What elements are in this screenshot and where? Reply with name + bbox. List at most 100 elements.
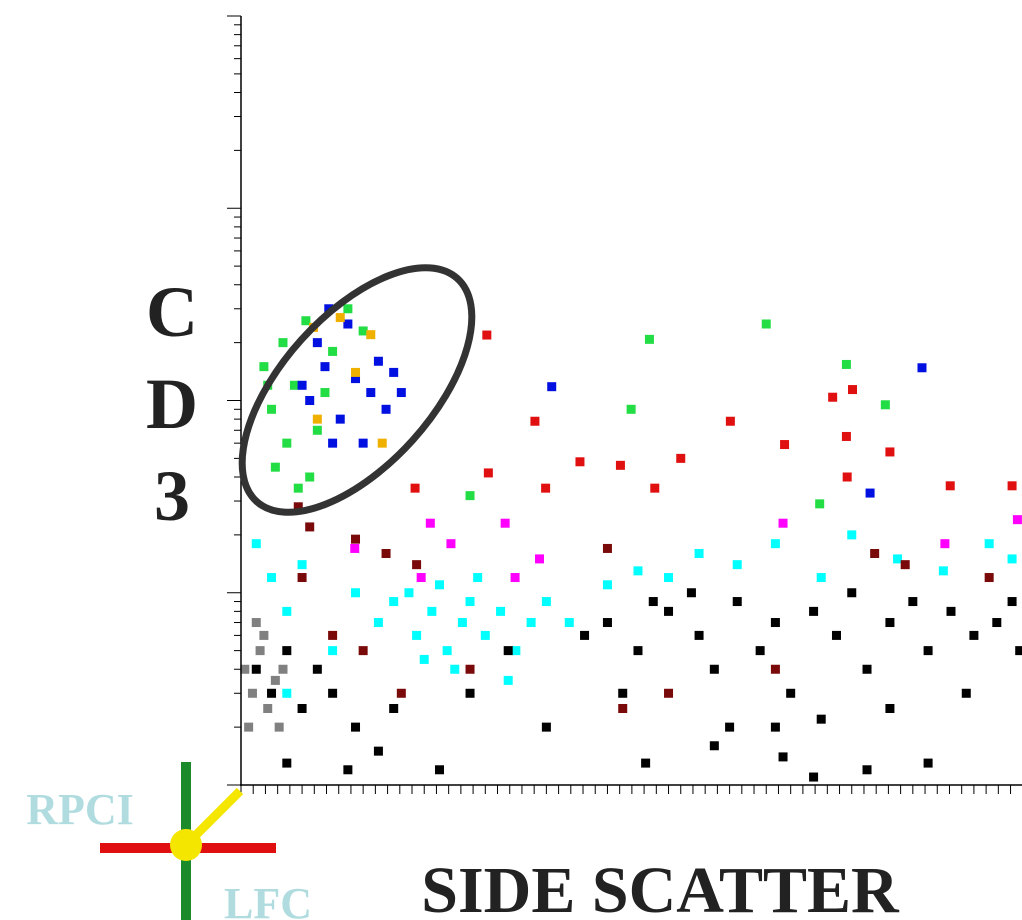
point	[725, 416, 735, 426]
point	[732, 560, 742, 570]
point	[880, 400, 890, 410]
point	[770, 722, 780, 732]
point	[755, 646, 765, 656]
point	[650, 483, 660, 493]
point	[633, 646, 643, 656]
point	[530, 416, 540, 426]
point	[465, 664, 475, 674]
point	[893, 554, 903, 564]
point	[1007, 481, 1017, 491]
point	[297, 560, 307, 570]
point	[259, 362, 269, 372]
point	[618, 703, 628, 713]
point	[328, 646, 338, 656]
point	[312, 338, 322, 348]
point	[575, 457, 585, 467]
point	[535, 554, 545, 564]
point	[343, 319, 353, 329]
ticks	[227, 15, 1012, 794]
point	[862, 664, 872, 674]
point	[350, 543, 360, 553]
point	[282, 688, 292, 698]
point	[694, 630, 704, 640]
point	[320, 362, 330, 372]
point	[373, 356, 383, 366]
point	[373, 746, 383, 756]
point	[503, 675, 513, 685]
point	[358, 326, 368, 336]
point	[865, 488, 875, 498]
point	[917, 363, 927, 373]
point	[366, 388, 376, 398]
point	[770, 664, 780, 674]
point	[885, 447, 895, 457]
point	[694, 549, 704, 559]
point	[809, 772, 819, 782]
point	[900, 560, 910, 570]
point	[412, 630, 422, 640]
point	[725, 722, 735, 732]
point	[434, 765, 444, 775]
point	[427, 606, 437, 616]
point	[328, 688, 338, 698]
point	[396, 688, 406, 698]
point	[618, 688, 628, 698]
point	[847, 530, 857, 540]
point	[633, 566, 643, 576]
point	[664, 688, 674, 698]
point	[945, 481, 955, 491]
point	[786, 688, 796, 698]
point	[351, 588, 361, 598]
point	[940, 539, 950, 549]
point	[425, 518, 435, 528]
point	[602, 618, 612, 628]
logo-dot	[170, 829, 202, 861]
point	[831, 630, 841, 640]
point	[602, 580, 612, 590]
point	[335, 414, 345, 424]
point	[541, 597, 551, 607]
point	[267, 688, 277, 698]
point	[244, 722, 254, 732]
point	[938, 566, 948, 576]
point	[770, 618, 780, 628]
point	[328, 630, 338, 640]
point	[984, 539, 994, 549]
point	[686, 588, 696, 598]
point	[842, 472, 852, 482]
point	[282, 606, 292, 616]
point	[301, 316, 311, 326]
point	[351, 722, 361, 732]
point	[547, 382, 557, 392]
point	[297, 573, 307, 583]
point	[841, 359, 851, 369]
point	[343, 304, 353, 314]
point	[1007, 554, 1017, 564]
point	[366, 330, 376, 340]
point	[293, 502, 303, 512]
gate	[238, 264, 476, 516]
point	[416, 573, 426, 583]
point	[984, 573, 994, 583]
point	[564, 618, 574, 628]
point	[267, 404, 277, 414]
point	[828, 392, 838, 402]
point	[270, 675, 280, 685]
point	[602, 543, 612, 553]
point	[312, 425, 322, 435]
point	[312, 664, 322, 674]
logo-text: LFC	[224, 879, 312, 920]
point	[297, 380, 307, 390]
point	[442, 646, 452, 656]
point	[862, 765, 872, 775]
point	[465, 597, 475, 607]
point	[278, 664, 288, 674]
point	[278, 338, 288, 348]
point	[381, 549, 391, 559]
point	[251, 539, 261, 549]
point	[305, 522, 315, 532]
point	[259, 630, 269, 640]
point	[809, 606, 819, 616]
point	[389, 367, 399, 377]
